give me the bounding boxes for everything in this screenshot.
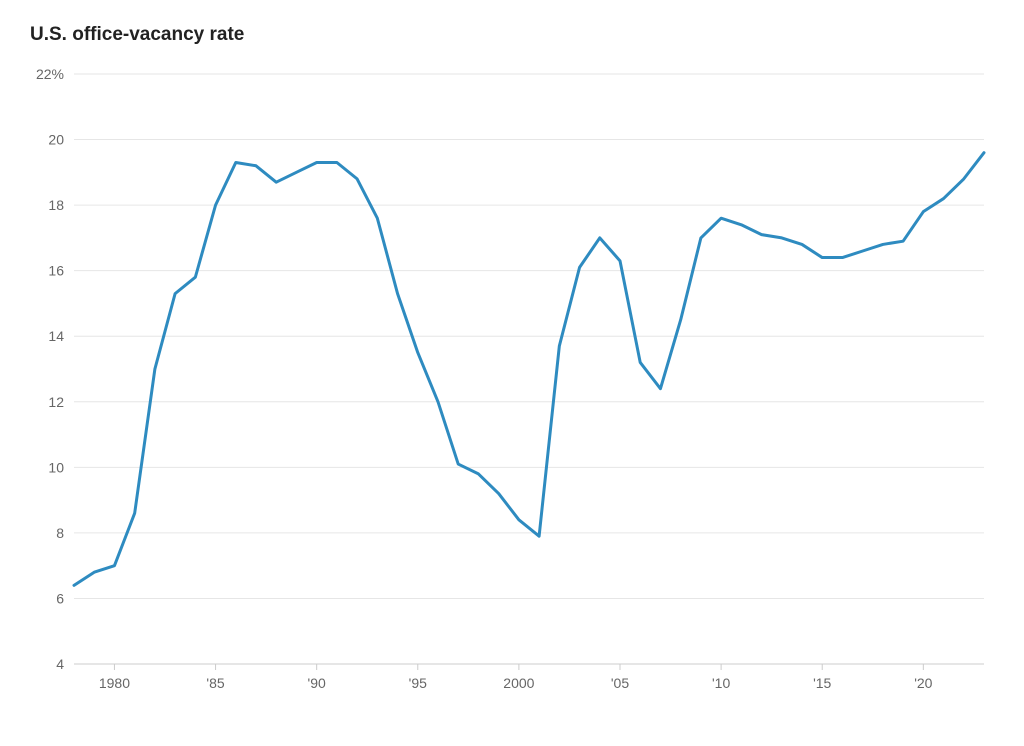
y-tick-label: 20 (48, 132, 64, 148)
x-tick-label: '10 (712, 675, 730, 691)
x-tick-label: '85 (206, 675, 224, 691)
x-tick-label: '15 (813, 675, 831, 691)
y-tick-label: 16 (48, 263, 64, 279)
y-tick-label: 8 (56, 525, 64, 541)
chart-title: U.S. office-vacancy rate (30, 24, 994, 46)
y-tick-label: 10 (48, 459, 64, 475)
line-chart: 4 6 8 10 12 14 16 18 20 22% 1980 '85 '90 '95 2000 '05 '1… (30, 64, 994, 704)
y-tick-label: 12 (48, 394, 64, 410)
y-tick-label: 14 (48, 328, 64, 344)
y-tick-label: 22% (36, 66, 64, 82)
x-tick-label: '20 (914, 675, 932, 691)
x-tick-label: 2000 (503, 675, 534, 691)
y-tick-label: 18 (48, 197, 64, 213)
series-line-vacancy-rate (74, 153, 984, 586)
y-tick-label: 4 (56, 656, 64, 672)
x-tick-label: 1980 (99, 675, 130, 691)
x-tick-label: '95 (409, 675, 427, 691)
y-tick-label: 6 (56, 590, 64, 606)
x-tick-label: '05 (611, 675, 629, 691)
chart-svg: 4 6 8 10 12 14 16 18 20 22% 1980 '85 '90 '95 2000 '05 '1… (30, 64, 994, 704)
x-tick-label: '90 (308, 675, 326, 691)
